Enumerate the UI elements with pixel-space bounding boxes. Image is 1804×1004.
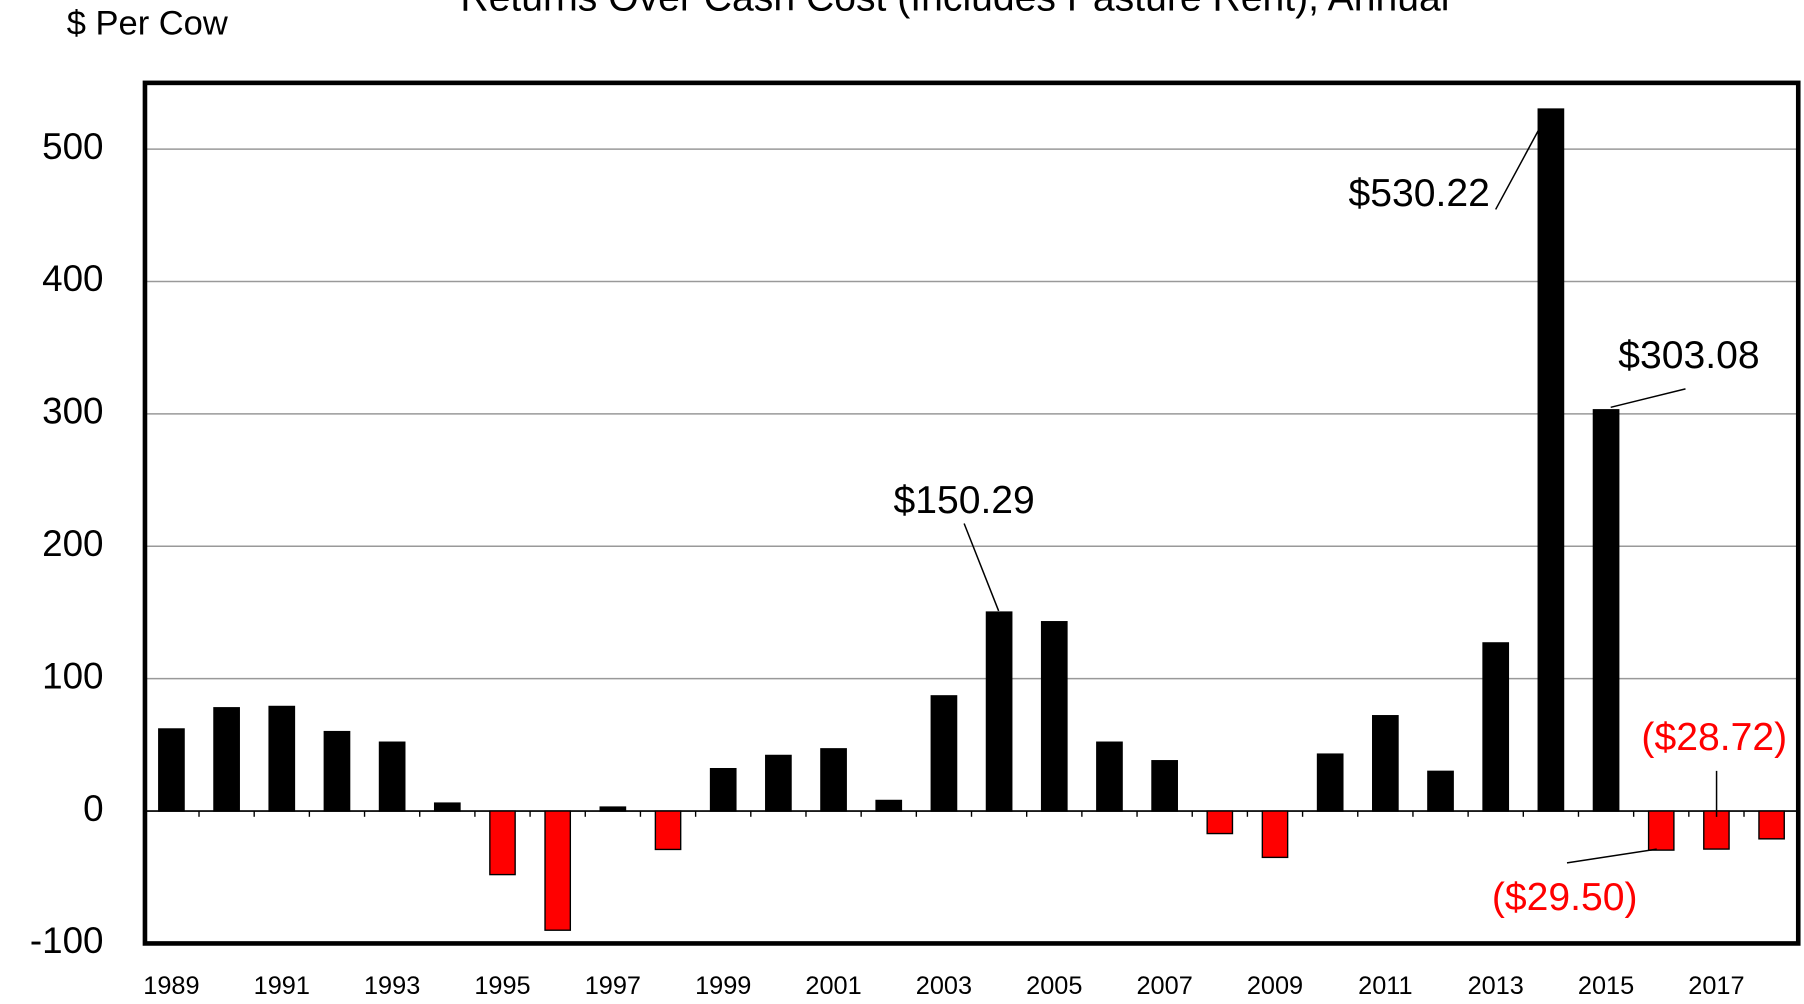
bar	[1537, 108, 1565, 812]
bar	[1647, 810, 1675, 851]
x-tick-label: 1993	[364, 972, 420, 1000]
x-tick-label: 1989	[143, 972, 199, 1000]
bar	[323, 730, 351, 812]
bar	[765, 754, 792, 812]
chart-title: Returns Over Cash Cost (Includes Pasture…	[460, 0, 1449, 19]
bar	[1261, 810, 1289, 859]
bar	[930, 695, 958, 812]
value-label: ($29.50)	[1492, 876, 1638, 919]
bar	[213, 707, 240, 812]
leader-line	[963, 523, 1000, 612]
x-tick-label: 2011	[1358, 972, 1412, 1000]
bar	[985, 611, 1013, 812]
y-tick-label: 400	[42, 258, 103, 299]
x-tick-label: 2017	[1688, 972, 1744, 1000]
bar	[158, 728, 185, 812]
value-label: $303.08	[1618, 334, 1759, 377]
bar	[820, 748, 847, 812]
bar	[709, 767, 737, 812]
value-label: $150.29	[893, 479, 1034, 522]
x-tick-label: 2009	[1247, 972, 1303, 1000]
bar	[1372, 715, 1399, 812]
leader-line	[1566, 848, 1657, 864]
leader-line	[1495, 123, 1543, 210]
bar	[1040, 621, 1068, 812]
bar	[875, 799, 903, 812]
bar	[489, 810, 516, 876]
bar	[1592, 409, 1620, 812]
bar	[544, 810, 572, 931]
plot-border	[142, 80, 1801, 946]
bar	[654, 810, 682, 851]
bar	[1096, 741, 1123, 812]
x-tick-label: 1999	[695, 972, 751, 1000]
bar	[1427, 770, 1454, 812]
bar	[433, 802, 461, 812]
x-tick-label: 2003	[916, 972, 972, 1000]
x-tick-label: 1995	[474, 972, 530, 1000]
y-tick-label: 200	[42, 523, 103, 564]
y-tick-label: 100	[42, 655, 103, 696]
y-tick-label: 300	[42, 391, 103, 432]
y-axis-label: $ Per Cow	[67, 4, 228, 42]
x-tick-label: 2001	[805, 972, 861, 1000]
bar	[1758, 810, 1785, 840]
bar	[1151, 760, 1178, 812]
bar	[599, 806, 627, 812]
value-label: $530.22	[1349, 172, 1490, 215]
y-tick-label: 0	[83, 788, 103, 829]
y-tick-label: 500	[42, 126, 103, 167]
x-tick-label: 2007	[1136, 972, 1192, 1000]
x-tick-label: 2013	[1468, 972, 1524, 1000]
y-tick-label: -100	[30, 920, 104, 961]
leader-line	[1610, 388, 1686, 409]
bar	[1316, 753, 1344, 812]
bar	[378, 741, 406, 812]
bar	[268, 705, 296, 812]
bar	[1482, 642, 1510, 812]
value-label: ($28.72)	[1641, 716, 1787, 759]
x-tick-label: 1991	[254, 972, 310, 1000]
x-tick-label: 2015	[1578, 972, 1634, 1000]
x-tick-label: 2005	[1026, 972, 1082, 1000]
x-tick-label: 1997	[585, 972, 641, 1000]
bar	[1206, 810, 1234, 835]
bar	[1703, 810, 1730, 850]
